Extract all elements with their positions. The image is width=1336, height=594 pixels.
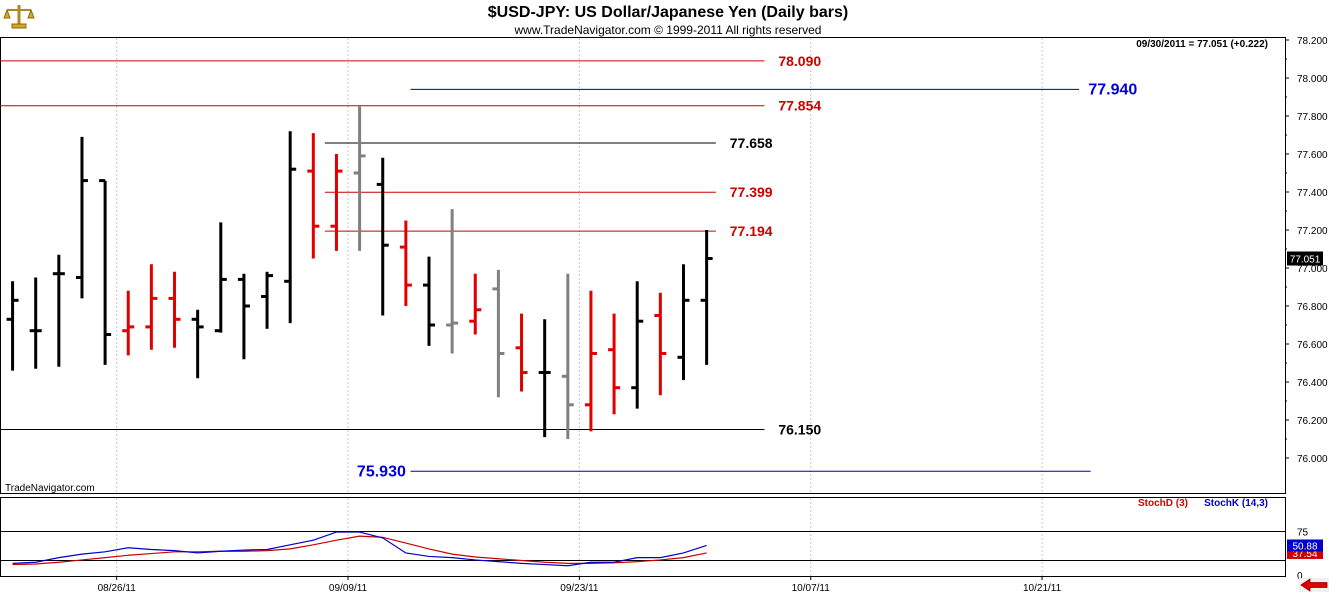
y-tick-label: 76.400 bbox=[1297, 378, 1328, 389]
price-plot-area bbox=[0, 37, 1286, 494]
y-tick-label: 77.600 bbox=[1297, 150, 1328, 161]
stoch-last-label: 50.88 bbox=[1292, 541, 1317, 552]
level-77194-label: 77.194 bbox=[730, 223, 773, 239]
stoch-plot-area bbox=[0, 497, 1286, 577]
level-77854-label: 77.854 bbox=[778, 98, 821, 114]
y-tick-label: 76.200 bbox=[1297, 416, 1328, 427]
level-78090-label: 78.090 bbox=[778, 53, 821, 69]
last-price-marker bbox=[1287, 251, 1323, 266]
stoch-last-marker bbox=[1287, 539, 1323, 552]
legend-stochd: StochD (3) bbox=[1138, 498, 1188, 509]
stoch-last-label: 37.54 bbox=[1292, 549, 1317, 560]
x-tick-label: 08/26/11 bbox=[98, 583, 137, 594]
date-x-axis: 08/26/11 09/09/11 09/23/11 10/07/11 10/21/11 bbox=[98, 576, 1062, 594]
y-tick-label: 76.800 bbox=[1297, 302, 1328, 313]
x-tick-label: 09/09/11 bbox=[329, 583, 368, 594]
level-77940-label: 77.940 bbox=[1088, 81, 1137, 98]
watermark-text: TradeNavigator.com bbox=[5, 483, 95, 494]
last-price-label: 77.051 bbox=[1290, 255, 1321, 266]
y-tick-label: 77.400 bbox=[1297, 188, 1328, 199]
level-77658-label: 77.658 bbox=[730, 135, 773, 151]
level-76150-label: 76.150 bbox=[778, 422, 821, 438]
chart-copyright: www.TradeNavigator.com © 1999-2011 All r… bbox=[514, 23, 822, 37]
level-77399-label: 77.399 bbox=[730, 184, 773, 200]
y-tick-label: 77.000 bbox=[1297, 264, 1328, 275]
y-tick-label: 76.000 bbox=[1297, 454, 1328, 465]
stoch-series-d-line bbox=[12, 535, 707, 566]
level-75930-label: 75.930 bbox=[357, 463, 406, 480]
last-quote-readout: 09/30/2011 = 77.051 (+0.222) bbox=[1136, 39, 1268, 50]
stoch-y-tick-label: 75 bbox=[1297, 528, 1309, 539]
legend-stochk: StochK (14,3) bbox=[1204, 498, 1268, 509]
stoch-series-k-line bbox=[12, 531, 707, 567]
y-tick-label: 78.000 bbox=[1297, 74, 1328, 85]
price-y-axis: 78.200 78.000 77.800 77.600 77.400 77.200 77.0… bbox=[1285, 36, 1328, 465]
x-tick-label: 09/23/11 bbox=[560, 583, 599, 594]
x-tick-label: 10/21/11 bbox=[1023, 583, 1062, 594]
y-tick-label: 77.800 bbox=[1297, 112, 1328, 123]
ohlc-bars bbox=[6, 106, 713, 439]
stoch-y-tick-label: 0 bbox=[1297, 571, 1303, 582]
scales-logo-icon bbox=[2, 2, 36, 30]
y-tick-label: 78.200 bbox=[1297, 36, 1328, 47]
left-arrow-icon[interactable] bbox=[1299, 578, 1329, 592]
x-tick-label: 10/07/11 bbox=[792, 583, 831, 594]
y-tick-label: 77.200 bbox=[1297, 226, 1328, 237]
level-lines: 78.090 77.940 77.854 77.658 77.399 77.194 76.1… bbox=[1, 53, 1137, 480]
y-tick-label: 76.600 bbox=[1297, 340, 1328, 351]
chart-title: $USD-JPY: US Dollar/Japanese Yen (Daily … bbox=[488, 4, 848, 21]
